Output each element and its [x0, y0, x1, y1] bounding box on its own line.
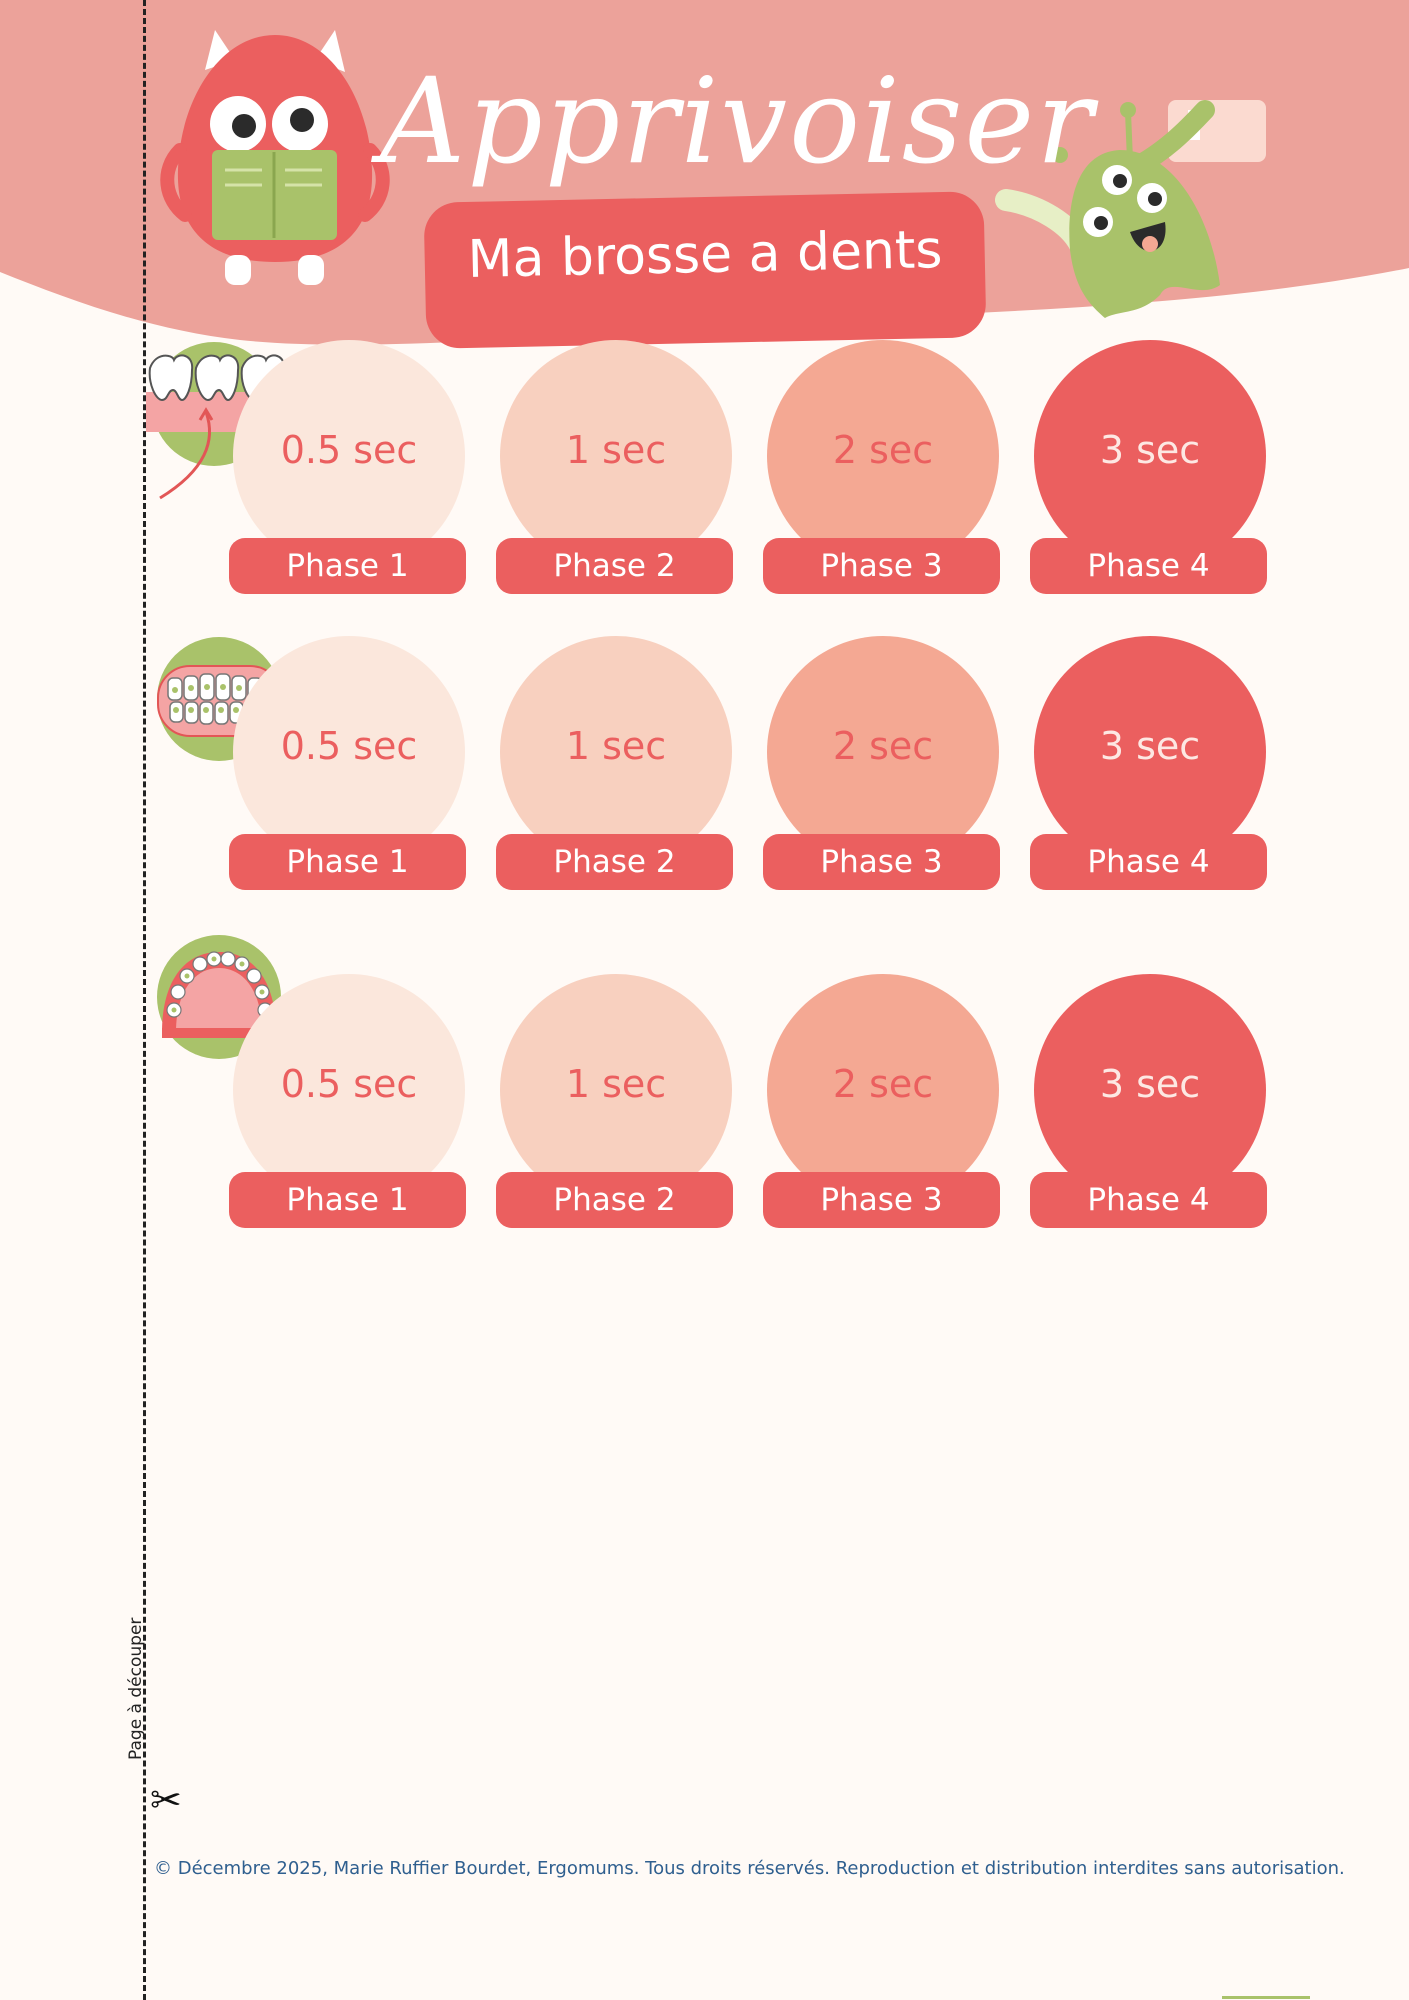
cut-line	[143, 0, 146, 2000]
duration-label: 1 sec	[565, 428, 667, 472]
phase-label: Phase 1	[229, 1172, 466, 1228]
duration-label: 2 sec	[832, 428, 934, 472]
page-subtitle: Ma brosse a dents	[466, 220, 943, 290]
phase-card: 2 sec Phase 3	[763, 636, 1003, 896]
cut-page-label: Page à découper	[126, 1617, 146, 1760]
phase-card: 1 sec Phase 2	[496, 974, 736, 1234]
time-circle	[767, 974, 999, 1206]
phase-label: Phase 1	[229, 538, 466, 594]
phase-label: Phase 2	[496, 1172, 733, 1228]
brushing-row-2: 0.5 sec Phase 1 1 sec Phase 2 2 sec Phas…	[0, 636, 1409, 936]
phase-label: Phase 3	[763, 1172, 1000, 1228]
duration-label: 0.5 sec	[280, 724, 418, 768]
phase-card: 3 sec Phase 4	[1030, 974, 1270, 1234]
phase-label: Phase 2	[496, 538, 733, 594]
phase-card: 2 sec Phase 3	[763, 974, 1003, 1234]
duration-label: 3 sec	[1099, 724, 1201, 768]
duration-label: 2 sec	[832, 1062, 934, 1106]
duration-label: 1 sec	[565, 1062, 667, 1106]
time-circle	[500, 974, 732, 1206]
phase-card: 0.5 sec Phase 1	[229, 340, 469, 600]
time-circle	[767, 340, 999, 572]
duration-label: 1 sec	[565, 724, 667, 768]
phase-label: Phase 3	[763, 538, 1000, 594]
duration-label: 3 sec	[1099, 428, 1201, 472]
phase-card: 1 sec Phase 2	[496, 636, 736, 896]
footer-accent-line	[1222, 1996, 1310, 1999]
time-circle	[500, 636, 732, 868]
phase-label: Phase 3	[763, 834, 1000, 890]
phase-label: Phase 4	[1030, 1172, 1267, 1228]
phase-label: Phase 2	[496, 834, 733, 890]
time-circle	[500, 340, 732, 572]
phase-card: 2 sec Phase 3	[763, 340, 1003, 600]
duration-label: 2 sec	[832, 724, 934, 768]
phase-label: Phase 1	[229, 834, 466, 890]
upper-palate-icon	[154, 932, 284, 1062]
red-monster-illustration	[160, 30, 390, 285]
green-alien-illustration	[995, 100, 1266, 318]
brushing-row-3: 0.5 sec Phase 1 1 sec Phase 2 2 sec Phas…	[0, 935, 1409, 1274]
duration-label: 0.5 sec	[280, 1062, 418, 1106]
brushing-row-1: 0.5 sec Phase 1 1 sec Phase 2 2 sec Phas…	[0, 340, 1409, 640]
phase-card: 3 sec Phase 4	[1030, 636, 1270, 896]
time-circle	[1034, 974, 1266, 1206]
time-circle	[1034, 340, 1266, 572]
phase-card: 3 sec Phase 4	[1030, 340, 1270, 600]
phase-card: 0.5 sec Phase 1	[229, 974, 469, 1234]
phase-card: 1 sec Phase 2	[496, 340, 736, 600]
duration-label: 3 sec	[1099, 1062, 1201, 1106]
copyright-notice: © Décembre 2025, Marie Ruffier Bourdet, …	[154, 1858, 1345, 1879]
time-circle	[233, 974, 465, 1206]
phase-label: Phase 4	[1030, 834, 1267, 890]
time-circle	[1034, 636, 1266, 868]
header-banner: Apprivoiser Ma brosse a dents	[0, 0, 1409, 360]
time-circle	[233, 340, 465, 572]
phase-label: Phase 4	[1030, 538, 1267, 594]
page-title: Apprivoiser	[380, 52, 1095, 190]
phase-card: 0.5 sec Phase 1	[229, 636, 469, 896]
time-circle	[233, 636, 465, 868]
scissors-icon: ✂	[150, 1778, 182, 1822]
duration-label: 0.5 sec	[280, 428, 418, 472]
time-circle	[767, 636, 999, 868]
header-background	[0, 0, 1409, 345]
